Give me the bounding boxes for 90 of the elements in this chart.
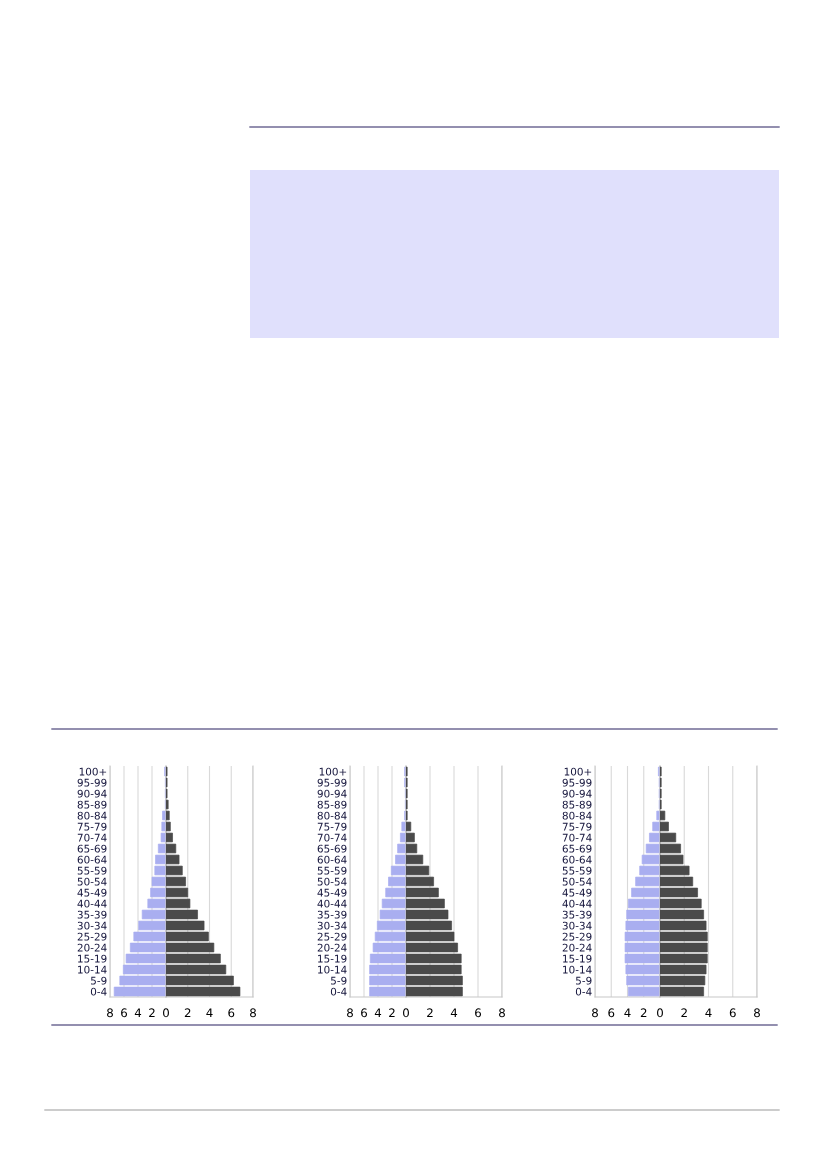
x-tick-label: 6 [729, 1008, 736, 1018]
y-tick-label: 35-39 [317, 910, 347, 919]
x-tick-label: 8 [250, 1008, 256, 1018]
y-tick-label: 80-84 [317, 811, 347, 820]
y-tick-label: 70-74 [317, 833, 347, 842]
y-tick-label: 30-34 [77, 921, 107, 930]
x-tick-label: 2 [389, 1008, 395, 1018]
y-tick-label: 95-99 [77, 778, 107, 787]
y-tick-label: 45-49 [562, 888, 592, 897]
y-tick-label: 85-89 [77, 800, 107, 809]
x-tick-label: 2 [149, 1008, 155, 1018]
y-tick-label: 10-14 [563, 965, 592, 974]
y-tick-label: 95-99 [562, 778, 592, 787]
y-tick-label: 95-99 [317, 778, 347, 787]
x-tick-label: 4 [624, 1008, 631, 1018]
y-tick-label: 15-19 [563, 954, 592, 963]
y-tick-label: 20-24 [317, 943, 347, 952]
x-tick-label: 4 [134, 1008, 142, 1018]
x-tick-label: 6 [608, 1008, 615, 1018]
y-tick-label: 0-4 [90, 987, 107, 996]
y-tick-label: 25-29 [77, 932, 107, 941]
y-tick-label: 35-39 [562, 910, 592, 919]
y-tick-label: 65-69 [77, 844, 107, 853]
y-tick-label: 35-39 [77, 910, 107, 919]
y-tick-label: 70-74 [562, 833, 592, 842]
y-tick-label: 25-29 [317, 932, 347, 941]
x-tick-label: 4 [206, 1008, 213, 1018]
y-tick-label: 20-24 [562, 943, 592, 952]
y-tick-label: 80-84 [562, 811, 592, 820]
y-tick-label: 100+ [79, 767, 107, 776]
x-tick-label: 8 [592, 1008, 598, 1018]
y-tick-label: 85-89 [562, 800, 592, 809]
x-tick-label: 2 [640, 1008, 647, 1018]
y-tick-label: 15-19 [318, 954, 347, 963]
y-tick-label: 85-89 [317, 800, 347, 809]
x-tick-label: 2 [184, 1008, 191, 1018]
y-tick-label: 100+ [564, 767, 592, 776]
y-tick-label: 55-59 [562, 866, 592, 875]
y-tick-label: 75-79 [562, 822, 592, 831]
y-tick-label: 5-9 [91, 976, 107, 985]
y-tick-label: 5-9 [331, 976, 347, 985]
x-tick-label: 4 [450, 1008, 458, 1018]
y-tick-label: 50-54 [562, 877, 592, 886]
y-tick-label: 40-44 [317, 899, 347, 908]
y-tick-label: 60-64 [77, 855, 107, 864]
x-tick-label: 8 [499, 1008, 505, 1018]
y-tick-label: 90-94 [562, 789, 592, 798]
y-tick-label: 40-44 [562, 899, 592, 908]
y-tick-label: 20-24 [77, 943, 107, 952]
x-tick-label: 0 [657, 1008, 663, 1018]
y-tick-label: 10-14 [78, 965, 107, 974]
y-tick-label: 10-14 [318, 965, 347, 974]
x-tick-label: 8 [347, 1008, 353, 1018]
y-tick-label: 90-94 [77, 789, 107, 798]
y-tick-label: 30-34 [562, 921, 592, 930]
y-tick-label: 65-69 [317, 844, 347, 853]
y-tick-label: 55-59 [77, 866, 107, 875]
x-tick-label: 4 [374, 1008, 382, 1018]
x-tick-label: 2 [427, 1008, 433, 1018]
x-tick-label: 0 [163, 1008, 169, 1018]
y-tick-label: 75-79 [77, 822, 107, 831]
x-tick-label: 6 [475, 1008, 482, 1018]
y-tick-label: 55-59 [317, 866, 347, 875]
y-tick-label: 65-69 [562, 844, 592, 853]
y-tick-label: 5-9 [576, 976, 592, 985]
y-tick-label: 45-49 [317, 888, 347, 897]
y-tick-label: 75-79 [317, 822, 347, 831]
y-tick-label: 50-54 [317, 877, 347, 886]
y-tick-label: 15-19 [78, 954, 107, 963]
x-tick-label: 8 [754, 1008, 760, 1018]
y-tick-label: 60-64 [562, 855, 592, 864]
x-tick-label: 8 [107, 1008, 113, 1018]
y-tick-label: 70-74 [77, 833, 107, 842]
y-tick-label: 30-34 [317, 921, 347, 930]
y-tick-label: 45-49 [77, 888, 107, 897]
y-tick-label: 90-94 [317, 789, 347, 798]
x-tick-label: 4 [705, 1008, 712, 1018]
y-tick-label: 0-4 [575, 987, 592, 996]
y-tick-label: 25-29 [562, 932, 592, 941]
y-tick-label: 40-44 [77, 899, 107, 908]
y-tick-label: 100+ [319, 767, 347, 776]
x-tick-label: 6 [228, 1008, 235, 1018]
y-tick-label: 80-84 [77, 811, 107, 820]
y-tick-label: 0-4 [330, 987, 347, 996]
x-tick-label: 2 [681, 1008, 687, 1018]
x-tick-label: 0 [403, 1008, 409, 1018]
y-tick-label: 60-64 [317, 855, 347, 864]
y-tick-label: 50-54 [77, 877, 107, 886]
x-tick-label: 6 [121, 1008, 128, 1018]
x-tick-label: 6 [361, 1008, 368, 1018]
